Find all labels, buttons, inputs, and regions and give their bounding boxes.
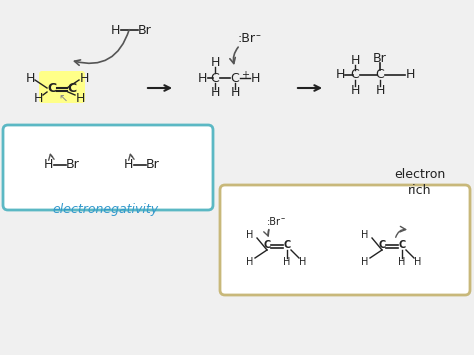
Text: H: H bbox=[405, 69, 415, 82]
Text: H: H bbox=[350, 83, 360, 97]
Text: electron: electron bbox=[394, 169, 446, 181]
Text: electronegativity: electronegativity bbox=[52, 203, 158, 217]
Text: H: H bbox=[197, 71, 207, 84]
Text: H: H bbox=[414, 257, 422, 267]
Text: C: C bbox=[210, 71, 219, 84]
Text: :Br: :Br bbox=[267, 217, 281, 227]
Text: ↖: ↖ bbox=[58, 95, 68, 105]
Text: –: – bbox=[281, 214, 285, 224]
Text: H: H bbox=[350, 54, 360, 66]
Text: H: H bbox=[25, 71, 35, 84]
Text: Br: Br bbox=[373, 51, 387, 65]
Text: H: H bbox=[299, 257, 307, 267]
Text: H: H bbox=[246, 230, 254, 240]
Text: :Br: :Br bbox=[238, 32, 256, 44]
Text: C: C bbox=[398, 240, 406, 250]
Text: +: + bbox=[241, 70, 249, 80]
Text: H: H bbox=[210, 87, 219, 99]
Text: H: H bbox=[361, 257, 369, 267]
Text: H: H bbox=[398, 257, 406, 267]
FancyBboxPatch shape bbox=[3, 125, 213, 210]
Text: C: C bbox=[378, 240, 386, 250]
Text: C: C bbox=[351, 69, 359, 82]
FancyBboxPatch shape bbox=[220, 185, 470, 295]
Text: rich: rich bbox=[408, 184, 432, 197]
Text: H: H bbox=[110, 23, 120, 37]
Text: C: C bbox=[375, 69, 384, 82]
Text: H: H bbox=[75, 92, 85, 104]
Text: C: C bbox=[67, 82, 77, 94]
Text: H: H bbox=[375, 83, 385, 97]
Text: H: H bbox=[335, 69, 345, 82]
Text: Br: Br bbox=[66, 158, 80, 171]
Text: Br: Br bbox=[138, 23, 152, 37]
Text: H: H bbox=[123, 158, 133, 171]
Text: H: H bbox=[246, 257, 254, 267]
Text: H: H bbox=[210, 55, 219, 69]
Text: H: H bbox=[283, 257, 291, 267]
Text: C: C bbox=[264, 240, 271, 250]
Text: H: H bbox=[361, 230, 369, 240]
Text: H: H bbox=[79, 71, 89, 84]
Text: C: C bbox=[231, 71, 239, 84]
Text: H: H bbox=[230, 87, 240, 99]
Text: –: – bbox=[255, 30, 260, 40]
Text: H: H bbox=[33, 92, 43, 104]
Text: C: C bbox=[283, 240, 291, 250]
FancyBboxPatch shape bbox=[39, 71, 85, 103]
Text: H: H bbox=[250, 71, 260, 84]
Text: Br: Br bbox=[146, 158, 160, 171]
Text: C: C bbox=[47, 82, 56, 94]
Text: H: H bbox=[43, 158, 53, 171]
